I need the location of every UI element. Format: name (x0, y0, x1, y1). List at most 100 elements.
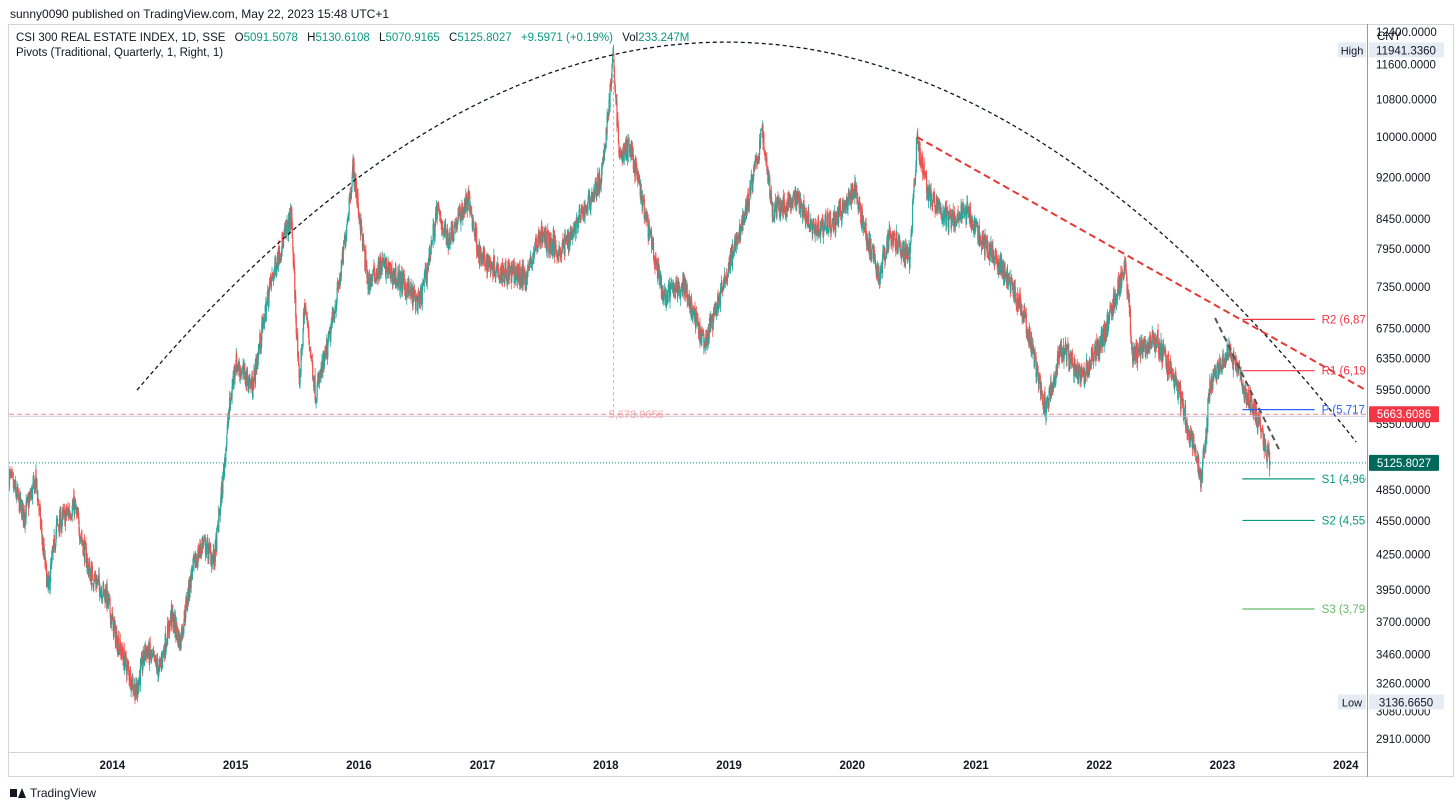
candle-body (185, 600, 187, 618)
candle-body (473, 222, 475, 229)
candle-body (697, 321, 700, 334)
candle-body (701, 331, 703, 343)
candle (754, 154, 756, 170)
candle (25, 494, 27, 525)
candle-body (684, 284, 686, 297)
candle-body (635, 158, 637, 167)
candle (758, 155, 760, 165)
candle (167, 616, 169, 645)
candle-body (28, 496, 31, 500)
candle-body (295, 296, 297, 318)
candle (252, 389, 254, 400)
candle-body (315, 399, 317, 404)
candle-body (589, 209, 592, 212)
candle-body (79, 537, 82, 542)
candle-body (107, 592, 109, 604)
candle-body (230, 397, 232, 405)
candle (204, 535, 207, 562)
candle-body (672, 281, 674, 287)
candle-body (252, 379, 255, 390)
candle-body (50, 564, 52, 582)
candle-body (460, 210, 463, 221)
candle-body (370, 277, 372, 288)
candle-body (348, 215, 350, 218)
candle-body (384, 259, 386, 265)
candle-body (280, 254, 282, 256)
candle (340, 259, 342, 282)
candle-body (649, 226, 651, 235)
candle (591, 191, 593, 199)
candle-body (85, 548, 88, 568)
candle-body (292, 250, 294, 266)
candle-body (328, 331, 330, 338)
candle (46, 573, 49, 577)
candle (792, 192, 794, 211)
candle (361, 226, 363, 235)
candle (116, 624, 118, 651)
candle-body (266, 296, 268, 302)
candle-body (615, 94, 617, 104)
candle (402, 269, 404, 292)
candle-body (282, 234, 285, 247)
candle-body (488, 256, 490, 266)
candle (76, 505, 78, 520)
candle-body (78, 532, 81, 539)
candle-body (591, 193, 593, 202)
candle-body (267, 289, 269, 306)
candle (69, 511, 71, 521)
candle-body (708, 336, 710, 344)
candle-body (256, 360, 258, 369)
candle-body (275, 271, 277, 276)
y-tick-label: 6350.0000 (1376, 353, 1430, 365)
candle-body (772, 219, 775, 220)
candle (560, 249, 563, 264)
candle-body (109, 597, 111, 614)
candle-body (692, 309, 695, 313)
candle-body (276, 266, 278, 272)
candle (452, 233, 454, 245)
candle-body (477, 247, 479, 252)
candle-body (35, 477, 38, 480)
candle-body (581, 206, 583, 207)
candle-body (724, 274, 726, 279)
candle-body (103, 590, 106, 595)
candle (613, 65, 616, 86)
candle-body (333, 314, 335, 317)
candle-body (621, 152, 623, 160)
candle-body (286, 221, 289, 228)
candle (468, 185, 470, 199)
candle-body (209, 549, 211, 551)
candle-body (28, 497, 30, 508)
candle-body (48, 576, 50, 585)
candle-body (711, 317, 713, 323)
candle-body (505, 260, 507, 272)
candle-body (539, 232, 542, 237)
candle-body (226, 424, 228, 435)
candle-body (312, 362, 314, 380)
candle-body (590, 197, 592, 210)
candle-body (619, 149, 621, 158)
candle-body (27, 496, 29, 499)
candle-body (471, 212, 473, 219)
candle-body (412, 287, 414, 306)
candle-body (246, 370, 249, 380)
candle (183, 618, 185, 638)
candle (431, 242, 433, 245)
candle-body (219, 509, 221, 516)
candle-body (428, 257, 430, 266)
candle (564, 229, 567, 245)
candle-body (101, 590, 103, 599)
candle-body (11, 471, 14, 476)
candle-body (261, 322, 263, 340)
candle (562, 232, 564, 255)
candle (201, 537, 203, 557)
candle-body (56, 519, 59, 522)
candle (782, 189, 784, 219)
candle-body (285, 225, 288, 232)
candle-body (200, 551, 202, 554)
candle-body (156, 657, 159, 668)
candle-body (528, 264, 531, 268)
candle-body (209, 544, 211, 549)
candle-body (419, 293, 421, 304)
